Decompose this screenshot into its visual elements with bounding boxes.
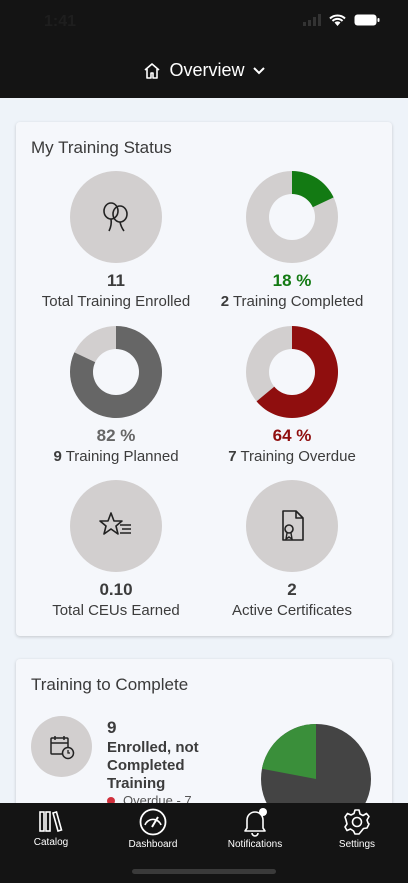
calendar-circle [31, 716, 92, 777]
tab-label: Dashboard [128, 839, 178, 850]
completed-stat[interactable]: 18 % 2 Training Completed [198, 171, 386, 310]
completed-donut [246, 171, 338, 263]
tab-settings[interactable]: Settings [306, 807, 408, 850]
completed-percent: 18 % [272, 271, 312, 290]
page-title: Overview [169, 60, 245, 80]
donut-hole [269, 349, 315, 395]
certificate-icon [282, 510, 304, 541]
overview-dropdown[interactable]: Overview [0, 60, 408, 81]
overdue-stat[interactable]: 64 % 7 Training Overdue [198, 326, 386, 465]
donut-hole [269, 194, 315, 240]
wifi-icon [329, 14, 346, 26]
donut-ring [70, 326, 162, 418]
home-indicator [132, 869, 276, 874]
planned-percent: 82 % [96, 426, 136, 445]
donut-ring [256, 326, 338, 418]
enrolled-circle [70, 171, 162, 263]
certificates-circle [246, 480, 338, 572]
enrolled-count: 9 [107, 718, 117, 737]
completed-count: 2 [220, 293, 230, 310]
legend-dot [107, 796, 115, 805]
star-list-icon [99, 512, 131, 535]
my-training-status-card: My Training Status 11 Total Training Enr… [16, 122, 392, 636]
tab-label: Catalog [33, 837, 69, 848]
planned-stat[interactable]: 82 % 9 Training Planned [22, 326, 210, 465]
status-icons [303, 14, 380, 26]
bell-icon [244, 808, 267, 837]
gear-icon [344, 809, 370, 835]
enrolled-not-completed-label: Enrolled, not Completed Training [107, 739, 199, 792]
books-icon [39, 811, 63, 832]
chevron-down-icon [252, 66, 265, 74]
gauge-icon [139, 808, 167, 836]
card-title: Training to Complete [31, 675, 189, 694]
enrolled-value: 11 [107, 271, 125, 290]
overdue-percent: 64 % [272, 426, 312, 445]
home-icon [144, 62, 161, 79]
ceus-label: Total CEUs Earned [52, 602, 180, 619]
pie-slice-green [261, 724, 316, 779]
donut-ring [269, 171, 334, 240]
balloons-icon [103, 202, 128, 232]
overdue-text: Training Overdue [240, 448, 356, 465]
planned-label: 9 Training Planned [22, 448, 210, 465]
overdue-label: 7 Training Overdue [198, 448, 386, 465]
overdue-donut [246, 326, 338, 418]
ceus-value: 0.10 [99, 580, 133, 599]
completed-label: 2 Training Completed [198, 293, 386, 310]
ceus-circle [70, 480, 162, 572]
tab-dashboard[interactable]: Dashboard [102, 807, 204, 850]
planned-text: Training Planned [65, 448, 179, 465]
certificates-value: 2 [287, 580, 297, 599]
completed-text: Training Completed [232, 293, 364, 310]
tab-notifications[interactable]: Notifications [204, 807, 306, 850]
signal-icon [303, 14, 321, 26]
overdue-count: 7 [228, 448, 237, 465]
status-time: 1:41 [44, 13, 77, 30]
ceus-stat[interactable]: 0.10 Total CEUs Earned [22, 480, 210, 619]
certificates-label: Active Certificates [231, 602, 353, 619]
tab-bar: Catalog Dashboard Notifications Settings [0, 803, 408, 883]
tab-label: Settings [338, 839, 376, 850]
app-header: 1:41 Overview [0, 0, 408, 98]
planned-donut [70, 326, 162, 418]
certificates-stat[interactable]: 2 Active Certificates [198, 480, 386, 619]
battery-icon [354, 14, 380, 26]
card-title: My Training Status [31, 138, 172, 157]
tab-catalog[interactable]: Catalog [0, 807, 102, 848]
donut-hole [93, 349, 139, 395]
total-enrolled-stat[interactable]: 11 Total Training Enrolled [22, 171, 210, 310]
tab-label: Notifications [227, 839, 283, 850]
planned-count: 9 [53, 448, 62, 465]
calendar-clock-icon [49, 735, 74, 759]
enrolled-label: Total Training Enrolled [41, 293, 191, 310]
